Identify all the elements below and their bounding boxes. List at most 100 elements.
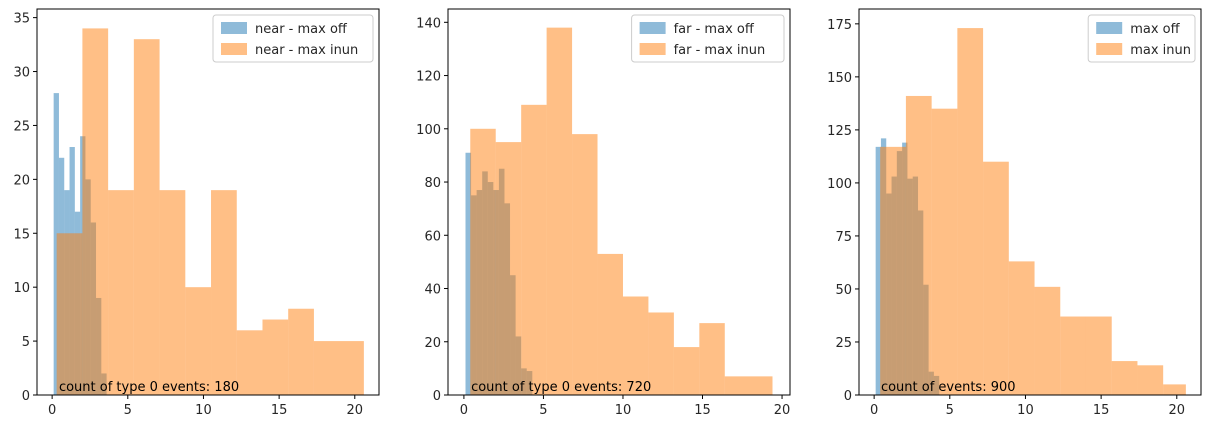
x-tick-label: 20: [1169, 403, 1186, 418]
y-tick-label: 0: [433, 389, 441, 404]
histogram-bar: [211, 190, 237, 395]
legend-label: near - max inun: [255, 43, 358, 58]
y-tick-label: 60: [424, 229, 441, 244]
chart-panel-1: 0 5 10 15 20 0 5 10 15 20 25 30 35 count of type 0 ev…: [13, 8, 380, 418]
histogram-bar: [236, 330, 263, 395]
legend-swatch: [1096, 43, 1123, 55]
legend-box: [631, 14, 785, 63]
x-tick-label: 20: [347, 403, 364, 418]
histogram-bar: [56, 233, 83, 395]
histogram-bar: [495, 142, 522, 395]
legend-swatch: [221, 43, 247, 55]
legend-label: near - max off: [255, 22, 348, 37]
x-tick-label: 15: [694, 403, 711, 418]
y-tick-label: 25: [13, 119, 30, 134]
histogram-bar: [1060, 316, 1086, 395]
x-tick-label: 0: [460, 403, 468, 418]
event-count-annotation: count of events: 900: [881, 380, 1016, 395]
x-tick-label: 15: [1093, 403, 1110, 418]
histogram-bar: [82, 28, 109, 395]
histogram-bar: [931, 108, 958, 396]
plot-frame: [858, 8, 1202, 396]
y-tick-label: 40: [424, 283, 441, 298]
legend-swatch: [221, 22, 247, 34]
plot-frame: [447, 8, 791, 396]
x-tick-label: 0: [870, 403, 878, 418]
histogram-bar: [470, 128, 496, 396]
histogram-bar: [724, 376, 773, 395]
legend: max off max inun: [1087, 14, 1196, 63]
histogram-bar: [288, 308, 314, 395]
y-tick-label: 5: [22, 335, 30, 350]
y-tick-label: 125: [827, 124, 852, 139]
legend-label: max inun: [1130, 43, 1191, 58]
histogram-bar: [673, 347, 700, 395]
histogram-bar: [622, 296, 649, 395]
y-tick-label: 100: [827, 177, 852, 192]
histogram-bar: [521, 104, 547, 395]
legend-swatch: [639, 43, 666, 55]
histogram-bar: [983, 161, 1009, 395]
histogram-bar: [1034, 286, 1061, 395]
legend-label: far - max inun: [674, 43, 766, 58]
histogram-bar: [133, 39, 160, 395]
histogram-bar: [875, 146, 881, 395]
legend: near - max off near - max inun: [212, 14, 374, 63]
legend-swatch: [1096, 22, 1123, 34]
histogram-bar: [648, 312, 674, 395]
x-tick-label: 10: [1017, 403, 1034, 418]
histogram-bar: [1137, 365, 1164, 395]
y-tick-label: 50: [835, 283, 852, 298]
histogram-bar: [1085, 316, 1112, 395]
histogram-bar: [108, 190, 134, 395]
y-tick-label: 100: [416, 123, 441, 138]
histogram-bar: [546, 27, 573, 395]
event-count-annotation: count of type 0 events: 720: [471, 380, 651, 395]
chart-panel-2: 0 5 10 15 20 0 20 40 60 80 100 120 140 count of type …: [416, 8, 791, 418]
histogram-bar: [905, 95, 932, 396]
histogram-bar: [1163, 384, 1186, 395]
histogram-bar: [880, 146, 906, 395]
histogram-bar: [53, 93, 59, 395]
plot-frame: [36, 8, 380, 396]
x-tick-label: 15: [271, 403, 288, 418]
x-tick-label: 10: [195, 403, 212, 418]
histogram-bar: [1111, 361, 1138, 395]
y-tick-label: 15: [13, 227, 30, 242]
histogram-bar: [1008, 261, 1035, 395]
histogram-bar: [465, 152, 472, 395]
y-tick-label: 25: [835, 336, 852, 351]
y-tick-label: 150: [827, 71, 852, 86]
y-tick-label: 175: [827, 18, 852, 33]
x-tick-label: 5: [539, 403, 547, 418]
y-tick-label: 35: [13, 12, 30, 27]
legend-label: far - max off: [674, 22, 755, 37]
x-tick-label: 5: [946, 403, 954, 418]
series-max-inun: [56, 28, 364, 395]
x-tick-label: 10: [615, 403, 632, 418]
y-tick-label: 140: [416, 16, 441, 31]
histogram-bar: [572, 134, 598, 395]
histogram-bar: [185, 287, 212, 395]
y-tick-label: 80: [424, 176, 441, 191]
y-tick-label: 0: [22, 389, 30, 404]
y-tick-label: 120: [416, 70, 441, 85]
histogram-bar: [597, 253, 623, 395]
y-tick-label: 0: [844, 389, 852, 404]
y-tick-label: 30: [13, 66, 30, 81]
histogram-bar: [159, 190, 186, 395]
y-tick-label: 10: [13, 281, 30, 296]
legend-swatch: [639, 22, 666, 34]
chart-panel-3: 0 5 10 15 20 0 25 50 75 100 125 150 175 count of even…: [827, 8, 1202, 418]
x-tick-label: 20: [774, 403, 791, 418]
y-tick-label: 20: [424, 336, 441, 351]
histogram-bar: [262, 319, 289, 395]
legend-label: max off: [1130, 22, 1180, 37]
y-tick-label: 75: [835, 230, 852, 245]
y-tick-label: 20: [13, 173, 30, 188]
series-max-inun: [880, 28, 1186, 396]
x-tick-label: 5: [124, 403, 132, 418]
legend: far - max off far - max inun: [631, 14, 785, 63]
legend-box: [212, 14, 374, 63]
